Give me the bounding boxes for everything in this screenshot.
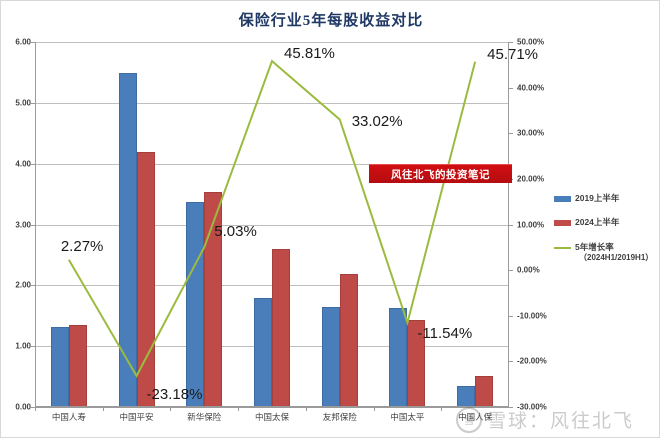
x-axis-tick <box>305 407 307 411</box>
gridline <box>35 224 509 226</box>
x-axis-tick <box>373 407 375 411</box>
x-axis-tick <box>441 407 443 411</box>
y-axis-tick-label: 0.00 <box>15 402 31 412</box>
legend-label: 5年增长率 （2024H1/2019H1） <box>575 241 654 263</box>
growth-value-label: 5.03% <box>214 223 257 241</box>
plot-area <box>35 42 509 411</box>
legend-label: 2024上半年 <box>575 217 620 228</box>
y2-axis-tick-label: 20.00% <box>517 174 545 184</box>
category-label: 中国平安 <box>119 412 154 422</box>
bar-group <box>186 42 223 407</box>
y2-axis-tick-label: -20.00% <box>517 356 547 366</box>
y2-axis-tick-label: -10.00% <box>517 311 547 321</box>
bar-group <box>321 42 358 407</box>
y2-axis-tick-label: -30.00% <box>517 402 547 412</box>
y-axis-tick <box>31 346 35 348</box>
y2-axis-tick <box>509 87 513 89</box>
author-banner-text: 风往北飞的投资笔记 <box>391 169 490 181</box>
legend-item-series-growth[interactable]: 5年增长率 （2024H1/2019H1） <box>554 242 659 264</box>
legend-label: 2019上半年 <box>575 193 620 203</box>
y2-axis-tick-label: 30.00% <box>517 128 545 138</box>
y2-axis-tick-label: 0.00% <box>517 265 540 275</box>
page-title: 保险行业5年每股收益对比 <box>238 13 424 29</box>
y2-axis-line <box>508 42 509 407</box>
y-axis-tick <box>31 407 35 408</box>
legend-item-series-2024[interactable]: 2024上半年 <box>554 217 659 228</box>
y2-axis-tick-label: 40.00% <box>517 83 545 93</box>
y-axis-tick-label: 3.00 <box>15 220 31 229</box>
y-axis-tick-label: 4.00 <box>15 159 31 169</box>
y-axis-tick-label: 2.00 <box>15 280 31 290</box>
chart-legend: 2019上半年 2024上半年 5年增长率 （2024H1/2019H1） <box>554 193 659 277</box>
bar-group <box>50 42 87 407</box>
gridline <box>35 407 509 408</box>
bar-group <box>254 42 290 407</box>
gridline <box>35 42 509 43</box>
category-label: 新华保险 <box>187 412 222 422</box>
y2-axis-tick <box>509 270 513 272</box>
y2-axis-tick <box>509 407 513 408</box>
category-label: 中国人寿 <box>51 412 86 422</box>
x-axis-line <box>35 406 509 407</box>
bar-group <box>457 42 494 407</box>
y-axis-tick-label: 1.00 <box>15 341 31 351</box>
y-axis-tick-label: 5.00 <box>15 98 31 108</box>
y2-axis-tick-label: 50.00% <box>517 37 545 47</box>
x-axis-tick <box>102 407 104 411</box>
x-axis-tick <box>238 407 240 411</box>
legend-item-series-2019[interactable]: 2019上半年 <box>554 193 659 204</box>
y2-axis-tick <box>509 315 513 317</box>
category-label: 中国人保 <box>458 412 493 422</box>
author-banner: 风往北飞的投资笔记 <box>369 164 512 183</box>
legend-swatch-icon <box>554 246 571 249</box>
y-axis-tick <box>31 163 35 165</box>
y2-axis-tick <box>509 42 513 43</box>
growth-value-label: 45.81% <box>284 45 335 63</box>
y-axis-tick-label: 6.00 <box>15 37 31 47</box>
y-axis-tick <box>31 102 35 104</box>
y-axis-tick <box>31 285 35 287</box>
y2-axis-tick <box>509 133 513 135</box>
bar-group <box>118 42 155 407</box>
legend-swatch-icon <box>554 196 571 202</box>
growth-value-label: -23.18% <box>146 385 203 403</box>
category-label: 友邦保险 <box>322 412 357 422</box>
x-axis-tick <box>170 407 172 411</box>
category-label: 中国太保 <box>254 412 289 422</box>
growth-value-label: 33.02% <box>351 113 403 131</box>
bar-group <box>389 42 426 407</box>
category-label: 中国太平 <box>390 412 425 422</box>
legend-swatch-icon <box>554 220 571 227</box>
gridline <box>35 102 509 104</box>
growth-value-label: -11.54% <box>417 324 473 342</box>
x-axis-tick <box>35 407 36 411</box>
y2-axis-tick <box>509 361 513 363</box>
watermark-text: 雪球：风往北飞 <box>487 411 635 432</box>
legend-sublabel: （2024H1/2019H1） <box>579 253 654 263</box>
growth-value-label: 2.27% <box>60 237 104 255</box>
y-axis-tick <box>31 42 35 43</box>
growth-line-series <box>67 59 477 378</box>
gridline <box>35 163 509 165</box>
y2-axis-tick-label: 10.00% <box>517 220 545 229</box>
y-axis-tick <box>31 224 35 226</box>
growth-value-label: 45.71% <box>487 45 539 63</box>
y2-axis-tick <box>509 224 513 226</box>
y-axis-line <box>35 42 36 407</box>
